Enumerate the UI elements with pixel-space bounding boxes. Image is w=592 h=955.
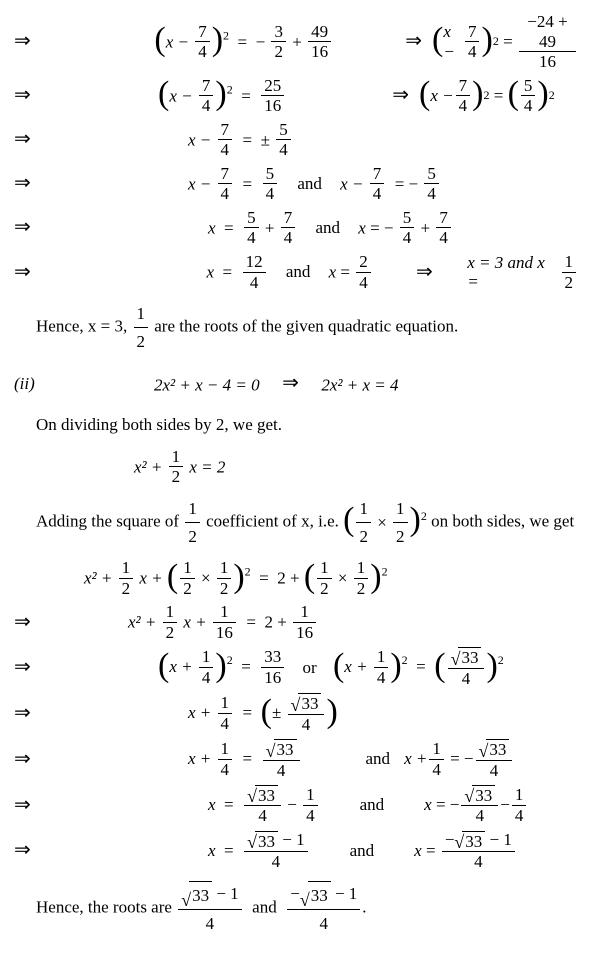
step-2d: ⇒ (x + 14)2 = 3316 or (x + 14)2 = (√334)… <box>14 646 578 688</box>
implies-icon: ⇒ <box>14 172 58 195</box>
implies-icon: ⇒ <box>282 372 299 394</box>
implies-icon: ⇒ <box>392 84 409 107</box>
hence-1: Hence, x = 3, 12 are the roots of the gi… <box>14 296 578 359</box>
part-ii-header: (ii) 2x² + x − 4 = 0 ⇒ 2x² + x = 4 <box>14 363 578 403</box>
step-1b: ⇒ (x − 74)2 = 2516 ⇒ (x − 74)2 = (54)2 <box>14 76 578 116</box>
implies-icon: ⇒ <box>416 261 433 284</box>
divide-text: On dividing both sides by 2, we get. <box>14 407 578 442</box>
step-2a: x² + 12 x = 2 <box>14 447 578 487</box>
implies-icon: ⇒ <box>14 702 58 725</box>
step-2f: ⇒ x + 14 = √334 and x + 14 = − √334 <box>14 738 578 780</box>
step-1f: ⇒ x = 124 and x = 24 ⇒ x = 3 and x = 12 <box>14 252 578 292</box>
equation-rhs: ⇒ (x − 74)2 = −24 + 4916 <box>333 12 578 72</box>
equation: (x − 74)2 = − 32 + 4916 <box>54 22 333 62</box>
implies-icon: ⇒ <box>14 656 58 679</box>
step-1d: ⇒ x − 74 = 54 and x − 74 = − 54 <box>14 164 578 204</box>
implies-icon: ⇒ <box>14 611 58 634</box>
hence-2: Hence, the roots are √33 − 14 and −√33 −… <box>14 876 578 941</box>
implies-icon: ⇒ <box>14 30 54 53</box>
step-2c: ⇒ x² + 12 x + 116 = 2 + 116 <box>14 602 578 642</box>
implies-icon: ⇒ <box>14 128 58 151</box>
step-1e: ⇒ x = 54 + 74 and x = − 54 + 74 <box>14 208 578 248</box>
math-document: ⇒ (x − 74)2 = − 32 + 4916 ⇒ (x − 74)2 = … <box>0 0 592 955</box>
step-1a: ⇒ (x − 74)2 = − 32 + 4916 ⇒ (x − 74)2 = … <box>14 12 578 72</box>
implies-icon: ⇒ <box>14 261 56 284</box>
step-2e: ⇒ x + 14 = (± √334) <box>14 692 578 734</box>
step-1c: ⇒ x − 74 = ± 54 <box>14 120 578 160</box>
adding-square-text: Adding the square of 12 coefficient of x… <box>14 491 578 554</box>
implies-icon: ⇒ <box>14 794 58 817</box>
implies-icon: ⇒ <box>14 84 58 107</box>
step-2b: x² + 12 x + (12 × 12)2 = 2 + (12 × 12)2 <box>14 558 578 598</box>
step-2h: ⇒ x = √33 − 14 and x = −√33 − 14 <box>14 830 578 872</box>
step-2g: ⇒ x = √334 − 14 and x = − √334 − 14 <box>14 784 578 826</box>
implies-icon: ⇒ <box>14 748 58 771</box>
implies-icon: ⇒ <box>405 30 422 53</box>
implies-icon: ⇒ <box>14 216 58 239</box>
implies-icon: ⇒ <box>14 839 58 862</box>
